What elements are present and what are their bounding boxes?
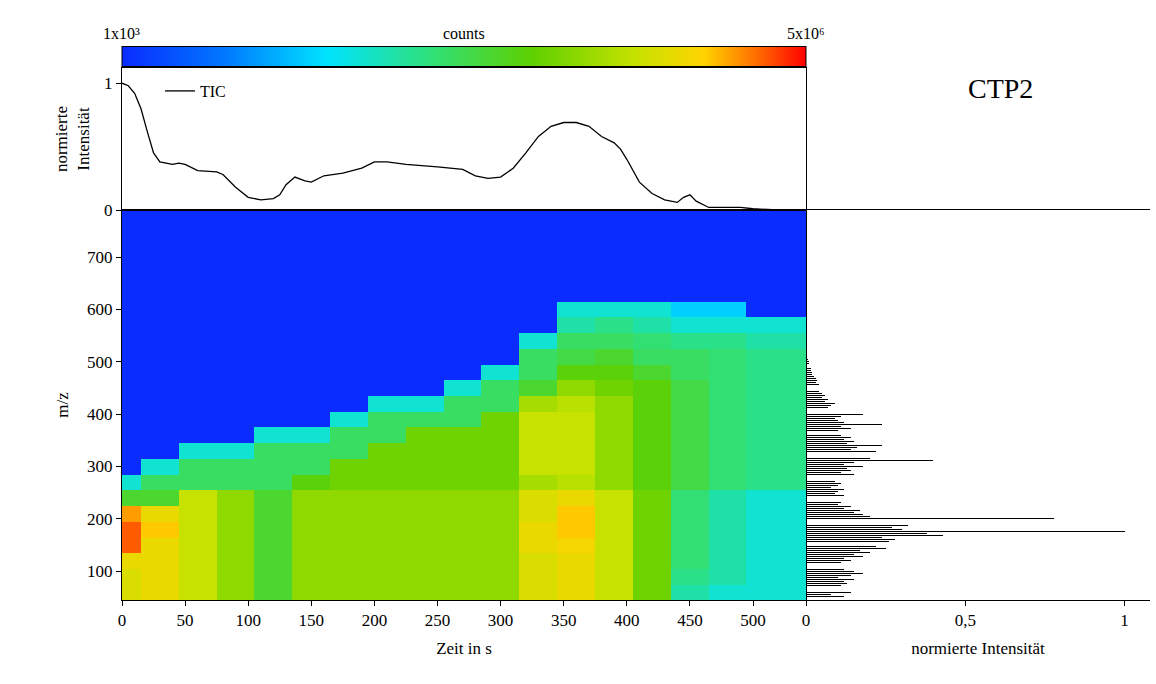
svg-text:200: 200 (87, 510, 113, 529)
svg-text:400: 400 (614, 611, 640, 630)
svg-text:Zeit in s: Zeit in s (436, 639, 492, 658)
svg-text:normierte Intensität: normierte Intensität (911, 639, 1045, 658)
svg-text:500: 500 (87, 353, 113, 372)
svg-text:0,5: 0,5 (955, 611, 976, 630)
svg-text:100: 100 (235, 611, 261, 630)
svg-text:500: 500 (740, 611, 766, 630)
svg-text:1: 1 (104, 74, 113, 93)
svg-text:350: 350 (551, 611, 577, 630)
svg-text:200: 200 (362, 611, 388, 630)
svg-text:0: 0 (104, 201, 113, 220)
svg-text:0: 0 (802, 611, 811, 630)
svg-text:0: 0 (118, 611, 127, 630)
svg-text:counts: counts (443, 25, 485, 42)
svg-text:50: 50 (177, 611, 194, 630)
svg-text:450: 450 (677, 611, 703, 630)
svg-text:TIC: TIC (200, 83, 226, 100)
svg-text:100: 100 (87, 562, 113, 581)
svg-text:normierteIntensität: normierteIntensität (52, 106, 93, 172)
svg-text:1: 1 (1120, 611, 1129, 630)
svg-text:700: 700 (87, 248, 113, 267)
svg-text:400: 400 (87, 405, 113, 424)
svg-text:300: 300 (87, 457, 113, 476)
svg-text:300: 300 (488, 611, 513, 630)
svg-text:m/z: m/z (53, 392, 72, 418)
svg-text:150: 150 (299, 611, 325, 630)
svg-text:250: 250 (425, 611, 451, 630)
svg-text:5x10⁶: 5x10⁶ (787, 25, 825, 42)
svg-text:CTP2: CTP2 (968, 73, 1033, 104)
svg-text:1x10³: 1x10³ (103, 25, 140, 42)
svg-text:600: 600 (87, 300, 113, 319)
